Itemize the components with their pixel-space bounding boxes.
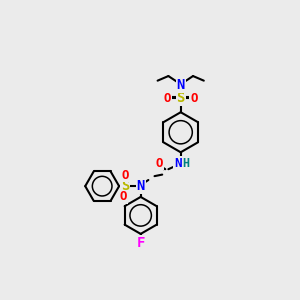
Text: O: O [190,92,197,105]
Text: S: S [121,179,129,193]
Text: N: N [174,157,182,169]
Text: S: S [176,92,185,105]
Text: O: O [164,92,171,105]
Text: N: N [136,179,145,193]
Text: O: O [122,169,129,182]
Text: O: O [120,190,127,203]
Text: O: O [155,157,163,169]
Text: N: N [176,78,185,92]
Text: H: H [182,157,190,169]
Text: F: F [136,236,145,250]
